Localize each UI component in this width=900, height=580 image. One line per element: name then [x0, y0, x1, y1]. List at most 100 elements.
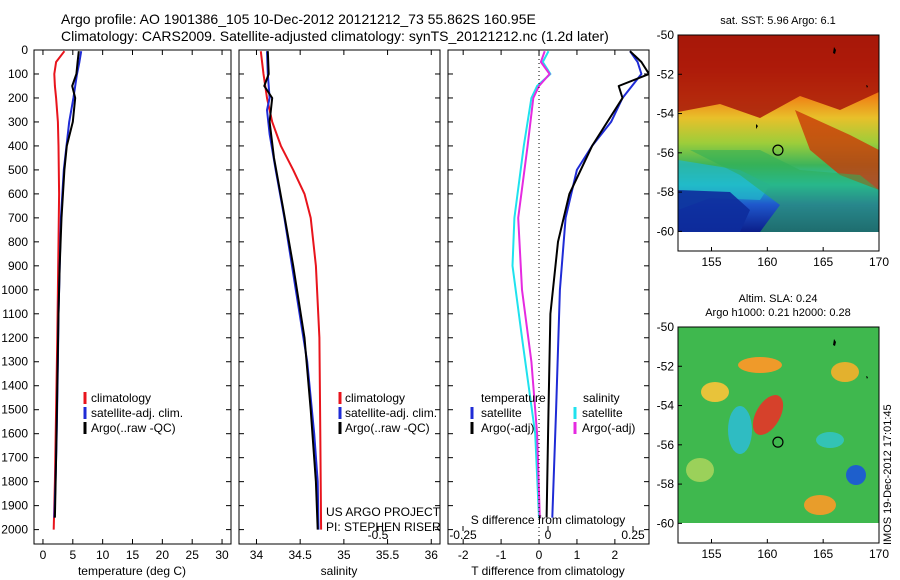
s-difference-axis-label: S difference from climatology [471, 513, 626, 527]
lon-tick-label: 165 [813, 255, 833, 269]
x-tick-label: 2 [612, 548, 619, 562]
lat-tick-label: -56 [657, 146, 675, 160]
depth-axis: 0 100 200 300 400 500 600 700 800 900 1000 1100 1200… [1, 43, 28, 537]
sla-map-title: Altim. SLA: 0.24 [739, 293, 818, 305]
legend-label-satellite: satellite-adj. clim. [91, 406, 183, 420]
x-tick-label: 34 [250, 548, 264, 562]
lat-tick-label: -54 [657, 107, 675, 121]
lat-tick-label: -54 [657, 399, 675, 413]
sla-map-field [678, 327, 879, 523]
sla-positive-anomaly [752, 395, 784, 435]
timestamp-stamp: IMOS 19-Dec-2012 17:01:45 [882, 404, 894, 545]
lat-tick-label: -60 [657, 516, 675, 530]
y-tick-label: 1800 [1, 475, 28, 489]
island-icon [833, 339, 836, 346]
y-tick-label: 800 [8, 235, 28, 249]
x-tick-label: 0 [536, 548, 543, 562]
t-difference-axis-label: T difference from climatology [471, 564, 625, 578]
legend-label-argo: Argo(..raw -QC) [91, 421, 176, 435]
y-tick-label: 700 [8, 211, 28, 225]
x-tick-label: 0 [40, 548, 47, 562]
sst-map-title: sat. SST: 5.96 Argo: 6.1 [720, 15, 836, 27]
sst-map-frame [677, 34, 880, 252]
sla-map-ticks: 155 160 165 170 -50 -52 -54 -56 -58 -60 [657, 320, 890, 561]
legend-label-climatology: climatology [345, 391, 405, 405]
y-tick-label: 1600 [1, 427, 28, 441]
legend-label-temp-satellite: satellite [481, 406, 522, 420]
top-x-tick-label: -0.25 [449, 528, 477, 542]
legend-label-climatology: climatology [91, 391, 151, 405]
salinity-axis-label: salinity [321, 564, 358, 578]
series-line [263, 51, 319, 530]
sla-map [677, 326, 880, 544]
y-tick-label: 1500 [1, 403, 28, 417]
series-line [517, 50, 551, 518]
lon-tick-label: 160 [757, 547, 777, 561]
x-tick-label: 35 [337, 548, 351, 562]
x-tick-label: 34.5 [288, 548, 312, 562]
salinity-panel [238, 49, 441, 545]
salinity-legend: climatology satellite-adj. clim. Argo(..… [338, 391, 437, 435]
difference-legend: temperature satellite Argo(-adj) salinit… [470, 391, 635, 435]
sla-map-nodata [678, 523, 879, 543]
series-line [53, 51, 80, 518]
temperature-panel [33, 49, 232, 545]
x-tick-label: 35.5 [376, 548, 400, 562]
series-line [259, 51, 323, 530]
lat-tick-label: -60 [657, 224, 675, 238]
sla-positive-anomaly [831, 362, 859, 382]
temperature-legend: climatology satellite-adj. clim. Argo(..… [83, 391, 183, 435]
argo-float-marker [772, 436, 784, 448]
sst-map-ticks: 155 160 165 170 -50 -52 -54 -56 -58 -60 [657, 28, 890, 269]
y-tick-label: 1900 [1, 499, 28, 513]
x-tick-label: -2 [458, 548, 469, 562]
legend-label-sal-satellite: satellite [582, 406, 623, 420]
legend-title-temperature: temperature [481, 391, 546, 405]
x-tick-label: 10 [96, 548, 110, 562]
sst-map-nodata [678, 232, 879, 251]
y-tick-label: 600 [8, 187, 28, 201]
lat-tick-label: -58 [657, 185, 675, 199]
y-tick-label: 300 [8, 115, 28, 129]
top-x-tick-label: 0 [545, 528, 552, 542]
sla-negative-anomaly [816, 432, 844, 448]
difference-panel [447, 49, 650, 545]
lon-tick-label: 170 [869, 255, 889, 269]
y-tick-label: 1400 [1, 379, 28, 393]
x-tick-label: 1 [574, 548, 581, 562]
sla-negative-anomaly [728, 406, 752, 454]
lat-tick-label: -52 [657, 67, 675, 81]
top-x-tick-label: -0.5 [368, 528, 389, 542]
y-tick-label: 900 [8, 259, 28, 273]
sst-green-band [690, 150, 879, 232]
lon-tick-label: 155 [701, 255, 721, 269]
pi-credit: PI: STEPHEN RISER [326, 520, 441, 534]
argo-float-marker [772, 144, 784, 156]
temperature-axis-label: temperature (deg C) [78, 564, 186, 578]
x-tick-label: 20 [156, 548, 170, 562]
temperature-plot-area [52, 50, 83, 530]
lat-tick-label: -50 [657, 28, 675, 42]
y-tick-label: 2000 [1, 523, 28, 537]
lon-tick-label: 165 [813, 547, 833, 561]
x-tick-label: 5 [69, 548, 76, 562]
series-line [545, 50, 649, 518]
y-tick-label: 100 [8, 67, 28, 81]
lat-tick-label: -50 [657, 320, 675, 334]
lat-tick-label: -58 [657, 477, 675, 491]
island-icon [756, 124, 758, 129]
sst-cold-patch [678, 190, 750, 232]
top-x-tick-label: 0.25 [621, 528, 645, 542]
y-tick-label: 1000 [1, 283, 28, 297]
x-tick-label: 25 [186, 548, 200, 562]
y-tick-label: 1200 [1, 331, 28, 345]
legend-label-argo: Argo(..raw -QC) [345, 421, 430, 435]
salinity-plot-area [259, 51, 323, 530]
island-icon [866, 85, 868, 88]
legend-title-salinity: salinity [583, 391, 620, 405]
y-tick-label: 0 [21, 43, 28, 57]
y-tick-label: 1100 [2, 307, 28, 321]
header-subtitle: Climatology: CARS2009. Satellite-adjuste… [61, 28, 609, 44]
y-tick-label: 1700 [1, 451, 28, 465]
